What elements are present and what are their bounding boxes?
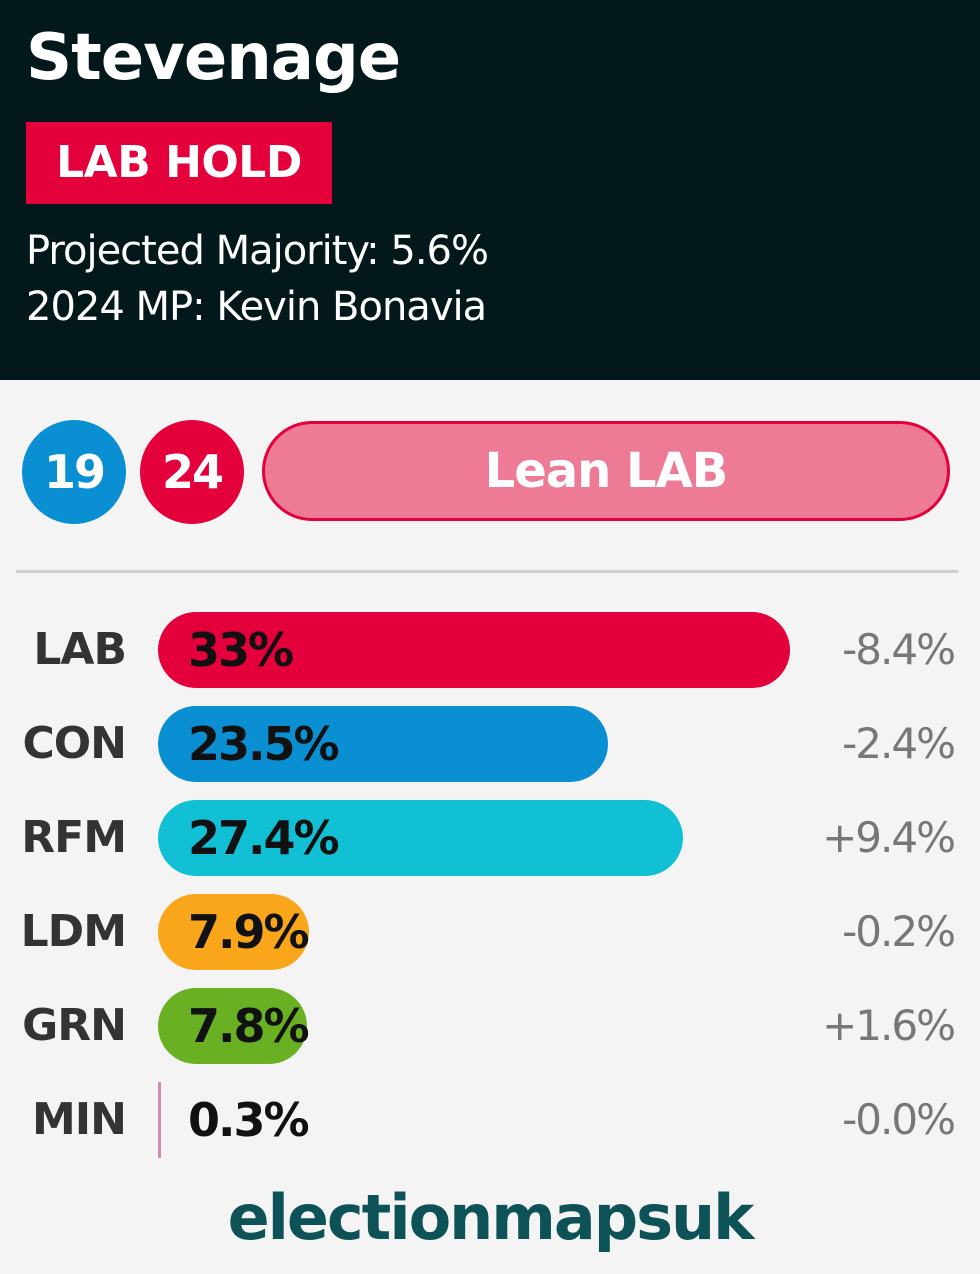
change-ldm: -0.2% bbox=[842, 907, 956, 956]
constituency-title: Stevenage bbox=[26, 21, 401, 95]
bar-ldm bbox=[158, 894, 310, 970]
party-label-min: MIN bbox=[32, 1094, 127, 1145]
party-label-ldm: LDM bbox=[20, 906, 127, 957]
bar-value-lab: 33% bbox=[188, 623, 294, 677]
bar-value-ldm: 7.9% bbox=[188, 905, 310, 959]
lean-rating-pill: Lean LAB bbox=[262, 421, 950, 521]
bar-value-min: 0.3% bbox=[188, 1093, 310, 1147]
party-label-rfm: RFM bbox=[21, 812, 127, 863]
bar-rfm bbox=[158, 800, 683, 876]
mp-name: 2024 MP: Kevin Bonavia bbox=[26, 284, 487, 330]
change-grn: +1.6% bbox=[822, 1001, 956, 1050]
bar-value-rfm: 27.4% bbox=[188, 811, 340, 865]
bar-grn bbox=[158, 988, 308, 1064]
bar-con bbox=[158, 706, 609, 782]
bar-value-con: 23.5% bbox=[188, 717, 340, 771]
party-label-grn: GRN bbox=[22, 1000, 127, 1051]
change-rfm: +9.4% bbox=[822, 813, 956, 862]
result-badge: LAB HOLD bbox=[26, 122, 332, 204]
bar-value-grn: 7.8% bbox=[188, 999, 310, 1053]
party-label-con: CON bbox=[22, 718, 127, 769]
party-label-lab: LAB bbox=[33, 624, 127, 675]
header-panel: Stevenage LAB HOLD Projected Majority: 5… bbox=[0, 0, 980, 380]
con-rating-circle: 19 bbox=[22, 420, 126, 524]
bar-lab bbox=[158, 612, 790, 688]
change-lab: -8.4% bbox=[842, 625, 956, 674]
branding-logo: electionmapsuk bbox=[227, 1181, 755, 1254]
lab-rating-circle: 24 bbox=[140, 420, 244, 524]
change-min: -0.0% bbox=[842, 1095, 956, 1144]
change-con: -2.4% bbox=[842, 719, 956, 768]
divider bbox=[16, 570, 958, 573]
projected-majority: Projected Majority: 5.6% bbox=[26, 228, 489, 274]
bar-min bbox=[158, 1082, 161, 1158]
